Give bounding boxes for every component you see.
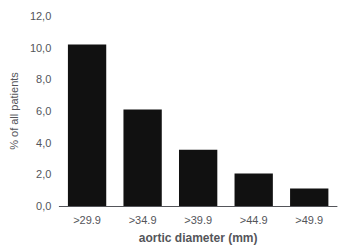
svg-text:12,0: 12,0 bbox=[30, 10, 51, 22]
svg-text:8,0: 8,0 bbox=[36, 73, 51, 85]
svg-text:6,0: 6,0 bbox=[36, 105, 51, 117]
svg-text:0,0: 0,0 bbox=[36, 200, 51, 212]
svg-text:>49.9: >49.9 bbox=[295, 214, 323, 226]
svg-text:10,0: 10,0 bbox=[30, 42, 51, 54]
svg-text:% of all patients: % of all patients bbox=[8, 72, 20, 150]
svg-text:2,0: 2,0 bbox=[36, 168, 51, 180]
svg-text:>29.9: >29.9 bbox=[73, 214, 101, 226]
svg-text:4,0: 4,0 bbox=[36, 137, 51, 149]
svg-text:>44.9: >44.9 bbox=[240, 214, 268, 226]
svg-text:>39.9: >39.9 bbox=[184, 214, 212, 226]
svg-text:aortic diameter (mm): aortic diameter (mm) bbox=[139, 231, 258, 245]
svg-text:>34.9: >34.9 bbox=[129, 214, 157, 226]
